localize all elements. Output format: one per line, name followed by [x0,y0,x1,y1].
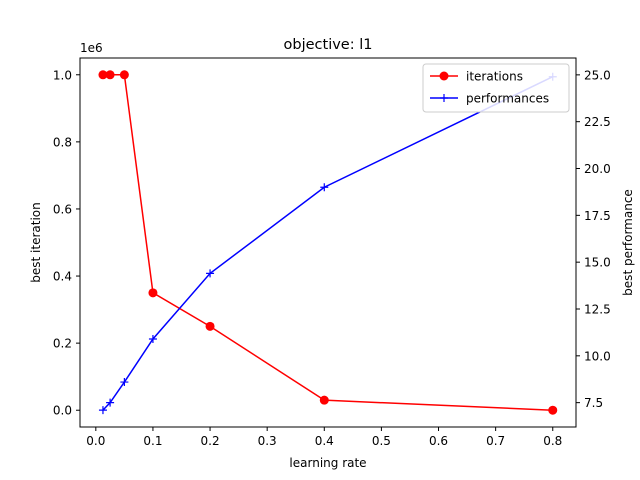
iterations-point [548,405,558,415]
x-tick-label: 0.5 [372,434,391,448]
x-tick-label: 0.4 [315,434,334,448]
iterations-point [205,321,215,331]
performances-point [148,334,157,343]
right-y-tick-label: 15.0 [584,256,611,270]
performances-point [98,406,107,415]
right-y-tick-label: 25.0 [584,68,611,82]
performances-point [106,398,115,407]
x-tick-label: 0.8 [543,434,562,448]
left-y-tick-label: 0.8 [53,135,72,149]
left-y-axis-label: best iteration [29,202,43,282]
chart-title: objective: l1 [284,37,373,53]
iterations-point [105,70,115,80]
right-y-tick-label: 22.5 [584,115,611,129]
x-axis-ticks: 0.0 0.1 0.2 0.3 0.4 0.5 0.6 0.7 0.8 [86,427,562,448]
left-y-tick-label: 1.0 [53,68,72,82]
x-tick-label: 0.2 [201,434,220,448]
legend-iterations-label: iterations [466,70,523,84]
iterations-point [319,395,329,405]
left-y-tick-label: 0.6 [53,202,72,216]
x-tick-label: 0.6 [429,434,448,448]
right-y-axis-label: best performance [621,189,635,296]
x-tick-label: 0.1 [143,434,162,448]
legend-performances-marker [440,94,448,102]
left-y-axis-ticks: 0.0 0.2 0.4 0.6 0.8 1.0 [53,68,80,418]
right-y-tick-label: 17.5 [584,209,611,223]
legend-box [422,63,570,113]
iterations-point [98,70,108,80]
performances-point [120,378,129,387]
left-axis-multiplier: 1e6 [80,41,103,55]
iterations-point [119,70,129,80]
legend-performances-label: performances [466,92,549,106]
right-y-tick-label: 7.5 [584,396,603,410]
right-y-axis-ticks: 7.5 10.0 12.5 15.0 17.5 20.0 22.5 25.0 [576,68,611,410]
legend-iterations-marker [439,71,449,81]
performances-point [320,183,329,192]
left-y-tick-label: 0.0 [53,404,72,418]
right-y-tick-label: 12.5 [584,302,611,316]
x-axis-label: learning rate [289,456,366,470]
plot-series [98,70,558,415]
left-y-tick-label: 0.4 [53,270,72,284]
iterations-point [148,288,158,298]
x-tick-label: 0.0 [86,434,105,448]
x-tick-label: 0.7 [486,434,505,448]
iterations-series-line [102,74,553,411]
legend: iterations performances [422,63,570,113]
right-y-tick-label: 10.0 [584,349,611,363]
performances-point [206,269,215,278]
right-y-tick-label: 20.0 [584,162,611,176]
x-tick-label: 0.3 [258,434,277,448]
left-y-tick-label: 0.2 [53,337,72,351]
plot-frame [79,57,577,428]
performances-series-line [102,76,554,411]
